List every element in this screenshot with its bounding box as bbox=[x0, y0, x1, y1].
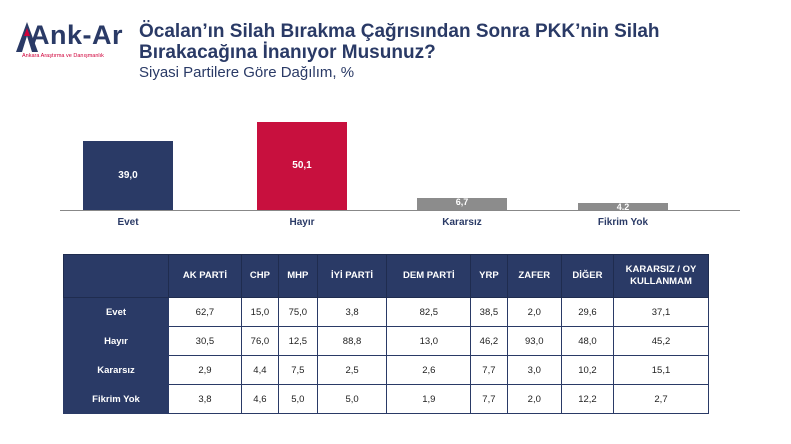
logo-name: Ank-Ar bbox=[30, 20, 124, 50]
category-label: Fikrim Yok bbox=[597, 217, 649, 228]
table-cell: 1,9 bbox=[386, 384, 472, 414]
table-cell: 7,7 bbox=[470, 355, 508, 385]
table-cell: 76,0 bbox=[240, 326, 279, 356]
table-cell: 37,1 bbox=[613, 297, 709, 327]
table-cell: 3,8 bbox=[168, 384, 242, 414]
logo: Ank-Ar Ankara Araştırma ve Danışmanlık bbox=[16, 20, 124, 68]
table-cell: 2,6 bbox=[386, 355, 472, 385]
table-cell: 93,0 bbox=[506, 326, 562, 356]
table-cell: 2,9 bbox=[168, 355, 242, 385]
table-cell: 4,6 bbox=[240, 384, 279, 414]
table-cell: 45,2 bbox=[613, 326, 709, 356]
column-header: AK PARTİ bbox=[168, 254, 242, 298]
bar-kararsız: 6,7 bbox=[417, 197, 507, 210]
category-label: Evet bbox=[117, 217, 139, 228]
logo-mark-icon bbox=[16, 22, 38, 52]
table-cell: 5,0 bbox=[316, 384, 388, 414]
table-cell: 2,0 bbox=[506, 297, 562, 327]
table-body: Evet 62,7 15,0 75,0 3,8 82,5 38,5 2,0 29,6 37,1 Ha… bbox=[63, 297, 709, 414]
table-cell: 5,0 bbox=[277, 384, 318, 414]
bar-value-label: 6,7 bbox=[455, 197, 469, 208]
table-cell: 48,0 bbox=[560, 326, 615, 356]
row-header: Kararsız bbox=[63, 355, 169, 385]
table-cell: 4,4 bbox=[240, 355, 279, 385]
column-header: CHP bbox=[240, 254, 279, 298]
table-cell: 88,8 bbox=[316, 326, 388, 356]
table-cell: 38,5 bbox=[470, 297, 508, 327]
bar-value-label: 4,2 bbox=[616, 201, 630, 212]
column-header: DİĞER bbox=[560, 254, 615, 298]
bar-hayır: 50,1 bbox=[257, 122, 347, 210]
column-header: KARARSIZ / OY KULLANMAM bbox=[613, 254, 709, 298]
table-corner-cell bbox=[63, 254, 169, 298]
table-cell: 15,0 bbox=[240, 297, 279, 327]
table-row: Hayır 30,5 76,0 12,5 88,8 13,0 46,2 93,0 48,0 45,… bbox=[63, 326, 709, 356]
row-header: Fikrim Yok bbox=[63, 384, 169, 414]
table-cell: 30,5 bbox=[168, 326, 242, 356]
table-cell: 3,8 bbox=[316, 297, 388, 327]
table-row: Kararsız 2,9 4,4 7,5 2,5 2,6 7,7 3,0 10,2 15,1 bbox=[63, 355, 709, 385]
table-cell: 10,2 bbox=[560, 355, 615, 385]
table-cell: 13,0 bbox=[386, 326, 472, 356]
table-cell: 62,7 bbox=[168, 297, 242, 327]
table-cell: 2,0 bbox=[506, 384, 562, 414]
column-header: YRP bbox=[470, 254, 508, 298]
table-header-row: AK PARTİ CHP MHP İYİ PARTİ DEM PARTİ YRP ZAFER… bbox=[63, 254, 709, 298]
category-label: Hayır bbox=[289, 217, 315, 228]
row-header: Evet bbox=[63, 297, 169, 327]
table-cell: 75,0 bbox=[277, 297, 318, 327]
logo-tagline: Ankara Araştırma ve Danışmanlık bbox=[22, 53, 104, 59]
row-header: Hayır bbox=[63, 326, 169, 356]
table-cell: 2,5 bbox=[316, 355, 388, 385]
title-line-1: Öcalan’ın Silah Bırakma Çağrısından Sonr… bbox=[139, 21, 660, 42]
column-header: MHP bbox=[277, 254, 318, 298]
table-cell: 2,7 bbox=[613, 384, 709, 414]
table-cell: 12,5 bbox=[277, 326, 318, 356]
column-header: DEM PARTİ bbox=[386, 254, 472, 298]
page-subtitle: Siyasi Partilere Göre Dağılım, % bbox=[139, 64, 355, 81]
bar-evet: 39,0 bbox=[83, 141, 173, 210]
table-cell: 7,7 bbox=[470, 384, 508, 414]
chart-baseline bbox=[60, 210, 740, 211]
bar-value-label: 50,1 bbox=[292, 160, 312, 171]
table-cell: 12,2 bbox=[560, 384, 615, 414]
title-line-2: Bırakacağına İnanıyor Musunuz? bbox=[139, 42, 436, 63]
bar-fikrim-yok: 4,2 bbox=[578, 201, 668, 212]
table-row: Fikrim Yok 3,8 4,6 5,0 5,0 1,9 7,7 2,0 12,2 2,7 bbox=[63, 384, 709, 414]
table-row: Evet 62,7 15,0 75,0 3,8 82,5 38,5 2,0 29,6 37,1 bbox=[63, 297, 709, 327]
table-cell: 29,6 bbox=[560, 297, 615, 327]
bar-chart: 39,0 50,1 6,7 4,2 bbox=[60, 110, 740, 240]
bar-value-label: 39,0 bbox=[118, 169, 138, 181]
table-cell: 3,0 bbox=[506, 355, 562, 385]
column-header: İYİ PARTİ bbox=[316, 254, 388, 298]
table-cell: 15,1 bbox=[613, 355, 709, 385]
party-breakdown-table: AK PARTİ CHP MHP İYİ PARTİ DEM PARTİ YRP ZAFER… bbox=[63, 254, 709, 414]
table-cell: 46,2 bbox=[470, 326, 508, 356]
table-cell: 82,5 bbox=[386, 297, 472, 327]
page-title: Öcalan’ın Silah Bırakma Çağrısından Sonr… bbox=[139, 21, 779, 63]
column-header: ZAFER bbox=[506, 254, 562, 298]
category-label: Kararsız bbox=[442, 217, 482, 228]
table-cell: 7,5 bbox=[277, 355, 318, 385]
